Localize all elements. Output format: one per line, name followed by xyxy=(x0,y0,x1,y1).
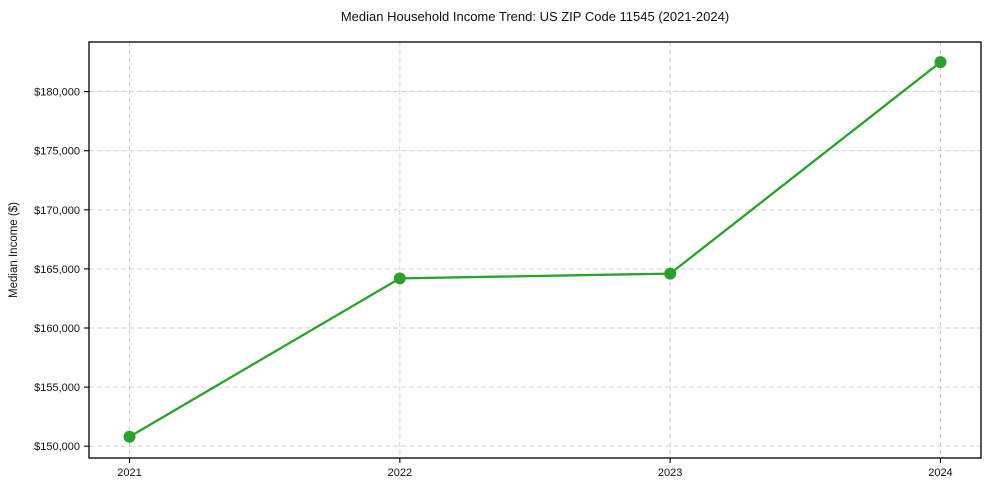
data-point xyxy=(123,430,136,443)
x-tick-label: 2023 xyxy=(658,467,682,479)
trend-line xyxy=(128,60,942,438)
y-tick-label: $150,000 xyxy=(34,441,80,453)
y-tick-label: $165,000 xyxy=(34,264,80,276)
data-point xyxy=(934,56,947,69)
plot-border xyxy=(88,41,982,459)
y-tick-label: $170,000 xyxy=(34,205,80,217)
y-tick-label: $155,000 xyxy=(34,382,80,394)
x-tick-label: 2024 xyxy=(928,467,952,479)
chart-title: Median Household Income Trend: US ZIP Co… xyxy=(341,9,729,24)
x-tick-label: 2022 xyxy=(388,467,412,479)
y-tick-label: $175,000 xyxy=(34,146,80,158)
plot-area xyxy=(89,42,981,458)
x-tick-label: 2021 xyxy=(117,467,141,479)
data-point xyxy=(664,267,677,280)
data-point xyxy=(393,272,406,285)
plot-layer: 2021 2022 2023 2024 $150,000 $155,000 $160,000… xyxy=(34,41,982,479)
y-tick-label: $180,000 xyxy=(34,87,80,99)
y-tick-label: $160,000 xyxy=(34,323,80,335)
y-axis-label: Median Income ($) xyxy=(8,202,20,298)
